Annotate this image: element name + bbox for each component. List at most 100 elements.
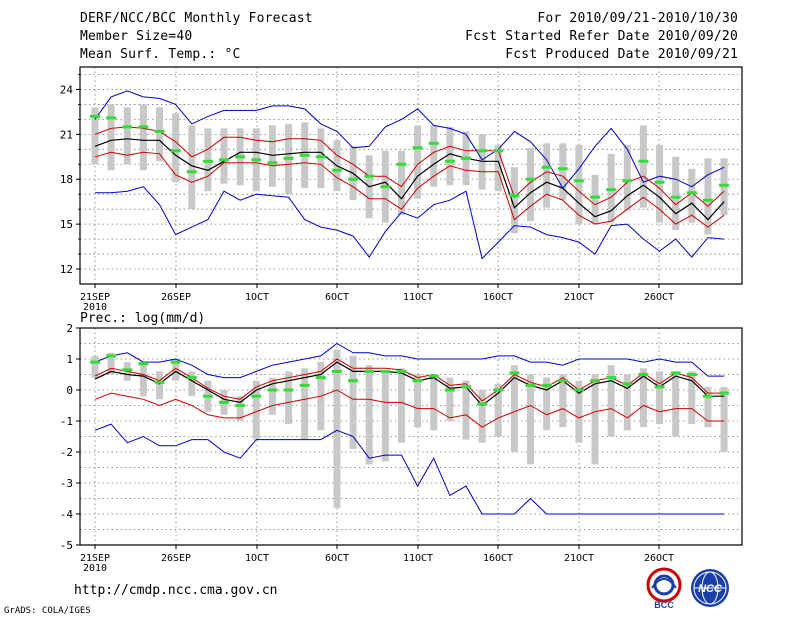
- prec-marker: [251, 394, 262, 398]
- prec-range-bar: [365, 365, 373, 465]
- prec-upper-line: [94, 358, 725, 402]
- temp-range-bar: [478, 134, 486, 190]
- temp-marker: [219, 158, 230, 162]
- temp-xyear-label: 2010: [83, 302, 107, 313]
- prec-marker: [541, 383, 552, 387]
- temp-range-bar: [414, 125, 422, 199]
- prec-range-bar: [349, 355, 357, 449]
- prec-marker: [380, 369, 391, 373]
- prec-range-bar: [381, 371, 389, 462]
- prec-range-bar: [478, 390, 486, 443]
- temp-xtick-label: 16OCT: [483, 292, 513, 303]
- temp-marker: [122, 125, 133, 129]
- temp-marker: [444, 159, 455, 163]
- prec-range-bar: [462, 380, 470, 440]
- prec-range-bar: [172, 359, 180, 381]
- temp-marker: [460, 156, 471, 160]
- temp-marker: [331, 168, 342, 172]
- temp-range-bar: [688, 168, 696, 223]
- temp-range-bar: [430, 125, 438, 187]
- temp-marker: [299, 153, 310, 157]
- temp-range-bar: [559, 143, 567, 201]
- prec-range-bar: [397, 368, 405, 443]
- prec-marker: [186, 376, 197, 380]
- temp-range-bar: [639, 125, 647, 208]
- prec-marker: [686, 373, 697, 376]
- temp-marker: [686, 191, 697, 195]
- prec-marker: [557, 379, 568, 383]
- prec-range-bar: [527, 374, 535, 465]
- prec-marker: [106, 354, 117, 358]
- prec-range-bar: [285, 371, 293, 425]
- temp-marker: [654, 180, 665, 184]
- temp-range-bar: [494, 144, 502, 192]
- prec-range-bar: [107, 352, 115, 375]
- prec-marker: [299, 383, 310, 387]
- prec-marker: [670, 371, 681, 375]
- temp-range-bar: [139, 104, 147, 171]
- prec-range-bar: [639, 368, 647, 428]
- temp-range-bar: [704, 158, 712, 235]
- temp-marker: [90, 114, 100, 118]
- variable-label: Mean Surf. Temp.: °C: [80, 47, 241, 62]
- temp-range-bar: [156, 107, 164, 162]
- temp-marker: [670, 195, 681, 199]
- temp-range-bar: [543, 143, 551, 208]
- source-url[interactable]: http://cmdp.ncc.cma.gov.cn: [74, 583, 278, 598]
- temp-range-bar: [510, 167, 518, 234]
- temp-marker: [251, 158, 262, 162]
- temp-marker: [235, 155, 246, 159]
- prec-marker: [138, 362, 149, 366]
- prec-marker: [235, 404, 246, 407]
- temp-marker: [428, 141, 439, 145]
- temp-marker: [573, 179, 584, 183]
- prec-ytick-label: -4: [60, 508, 74, 521]
- prec-marker: [122, 368, 133, 372]
- prec-marker: [638, 373, 649, 376]
- temp-lower-line: [94, 151, 725, 228]
- prec-range-bar: [510, 365, 518, 452]
- temp-marker: [525, 177, 536, 181]
- prec-ylabel: Prec.: log(mm/d): [80, 311, 205, 326]
- prec-range-bar: [575, 380, 583, 443]
- temp-range-bar: [268, 125, 276, 187]
- ncc-logo-text: NCC: [698, 583, 723, 595]
- temp-upper-line: [94, 126, 725, 207]
- temp-range-bar: [220, 128, 228, 184]
- temp-range-bar: [91, 107, 99, 165]
- prec-marker: [348, 379, 359, 383]
- temp-marker: [348, 177, 359, 181]
- prec-min-line: [94, 423, 725, 515]
- prec-range-bar: [688, 371, 696, 425]
- temp-xtick-label: 26OCT: [644, 292, 674, 303]
- temp-range-bar: [623, 144, 631, 211]
- temp-ytick-label: 24: [60, 83, 74, 96]
- prec-xtick-label: 21SEP: [80, 553, 110, 564]
- temp-max-line: [95, 186, 725, 260]
- ncc-logo: NCC: [691, 569, 729, 607]
- prec-marker: [283, 388, 294, 392]
- prec-xtick-label: 11OCT: [403, 553, 433, 564]
- temp-frame: [79, 66, 743, 285]
- prec-marker: [606, 376, 617, 380]
- prec-range-bar: [268, 377, 276, 415]
- prec-mean-line: [94, 361, 725, 407]
- prec-range-bar: [188, 371, 196, 397]
- temp-marker: [170, 149, 181, 153]
- prec-marker: [315, 376, 326, 380]
- prec-range-bar: [91, 355, 99, 378]
- temp-marker: [138, 125, 149, 129]
- temp-range-bar: [172, 113, 180, 183]
- prec-xtick-label: 26SEP: [161, 553, 191, 564]
- temp-marker: [719, 183, 730, 187]
- prec-xtick-label: 16OCT: [483, 553, 513, 564]
- prec-marker: [267, 388, 278, 392]
- temp-marker: [557, 167, 568, 171]
- temp-range-bar: [188, 125, 196, 210]
- prec-range-bar: [156, 371, 164, 400]
- produced-date: Fcst Produced Date 2010/09/21: [505, 47, 738, 62]
- temp-marker: [590, 195, 601, 199]
- prec-ytick-label: -5: [60, 539, 73, 552]
- temp-range-bar: [123, 107, 131, 165]
- prec-range-bar: [607, 365, 615, 437]
